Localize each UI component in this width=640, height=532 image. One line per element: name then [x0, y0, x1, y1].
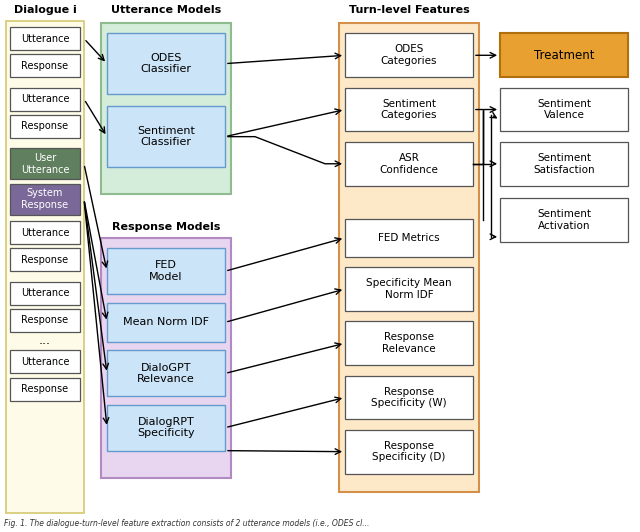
- Bar: [345, 321, 473, 365]
- Bar: [10, 378, 80, 401]
- Bar: [345, 376, 473, 419]
- Bar: [107, 34, 225, 94]
- Bar: [10, 221, 80, 244]
- Bar: [10, 27, 80, 50]
- Text: Utterance: Utterance: [20, 94, 69, 104]
- Bar: [339, 23, 479, 492]
- Bar: [345, 267, 473, 311]
- Text: Response: Response: [21, 121, 68, 131]
- Bar: [107, 303, 225, 342]
- Text: Utterance: Utterance: [20, 34, 69, 44]
- Text: Response: Response: [21, 61, 68, 71]
- Text: Turn-level Features: Turn-level Features: [349, 5, 469, 15]
- Text: ...: ...: [39, 334, 51, 346]
- Text: Response: Response: [21, 384, 68, 394]
- Text: Treatment: Treatment: [534, 49, 595, 62]
- Text: Sentiment
Classifier: Sentiment Classifier: [137, 126, 195, 147]
- Text: ODES
Categories: ODES Categories: [381, 45, 437, 66]
- Text: Response
Specificity (D): Response Specificity (D): [372, 441, 445, 462]
- Bar: [500, 88, 628, 131]
- Text: ASR
Confidence: ASR Confidence: [380, 153, 438, 174]
- Text: Utterance Models: Utterance Models: [111, 5, 221, 15]
- Text: ODES
Classifier: ODES Classifier: [141, 53, 191, 74]
- Text: Utterance: Utterance: [20, 228, 69, 238]
- Text: FED Metrics: FED Metrics: [378, 233, 440, 243]
- Bar: [500, 142, 628, 186]
- Bar: [6, 21, 84, 513]
- Bar: [345, 219, 473, 256]
- Text: Response
Specificity (W): Response Specificity (W): [371, 387, 447, 408]
- Bar: [10, 184, 80, 215]
- Bar: [345, 142, 473, 186]
- Bar: [345, 88, 473, 131]
- Bar: [500, 198, 628, 242]
- Text: Utterance: Utterance: [20, 357, 69, 367]
- Bar: [345, 430, 473, 473]
- Text: Utterance: Utterance: [20, 288, 69, 298]
- Bar: [107, 106, 225, 167]
- Text: Specificity Mean
Norm IDF: Specificity Mean Norm IDF: [366, 278, 452, 300]
- Text: Fig. 1. The dialogue-turn-level feature extraction consists of 2 utterance model: Fig. 1. The dialogue-turn-level feature …: [4, 519, 369, 528]
- Text: DialoGPT
Relevance: DialoGPT Relevance: [137, 363, 195, 384]
- Bar: [10, 54, 80, 77]
- Bar: [10, 148, 80, 179]
- Bar: [10, 281, 80, 305]
- Text: Response
Relevance: Response Relevance: [382, 332, 436, 354]
- Text: Mean Norm IDF: Mean Norm IDF: [123, 317, 209, 327]
- Text: Response Models: Response Models: [112, 222, 220, 232]
- Text: Sentiment
Activation: Sentiment Activation: [537, 209, 591, 231]
- Bar: [101, 238, 231, 478]
- Text: Sentiment
Satisfaction: Sentiment Satisfaction: [533, 153, 595, 174]
- Text: Response: Response: [21, 315, 68, 325]
- Bar: [500, 34, 628, 77]
- Bar: [10, 248, 80, 271]
- Bar: [107, 405, 225, 451]
- Text: FED
Model: FED Model: [149, 261, 183, 282]
- Text: Dialogue i: Dialogue i: [13, 5, 76, 15]
- Text: DialogRPT
Specificity: DialogRPT Specificity: [137, 417, 195, 438]
- Bar: [345, 34, 473, 77]
- Bar: [101, 23, 231, 194]
- Text: Response: Response: [21, 255, 68, 265]
- Text: User
Utterance: User Utterance: [20, 153, 69, 174]
- Bar: [10, 309, 80, 332]
- Text: Sentiment
Valence: Sentiment Valence: [537, 99, 591, 120]
- Text: Sentiment
Categories: Sentiment Categories: [381, 99, 437, 120]
- Bar: [107, 351, 225, 396]
- Text: System
Response: System Response: [21, 188, 68, 210]
- Bar: [10, 115, 80, 138]
- Bar: [10, 351, 80, 373]
- Bar: [107, 248, 225, 294]
- Bar: [10, 88, 80, 111]
